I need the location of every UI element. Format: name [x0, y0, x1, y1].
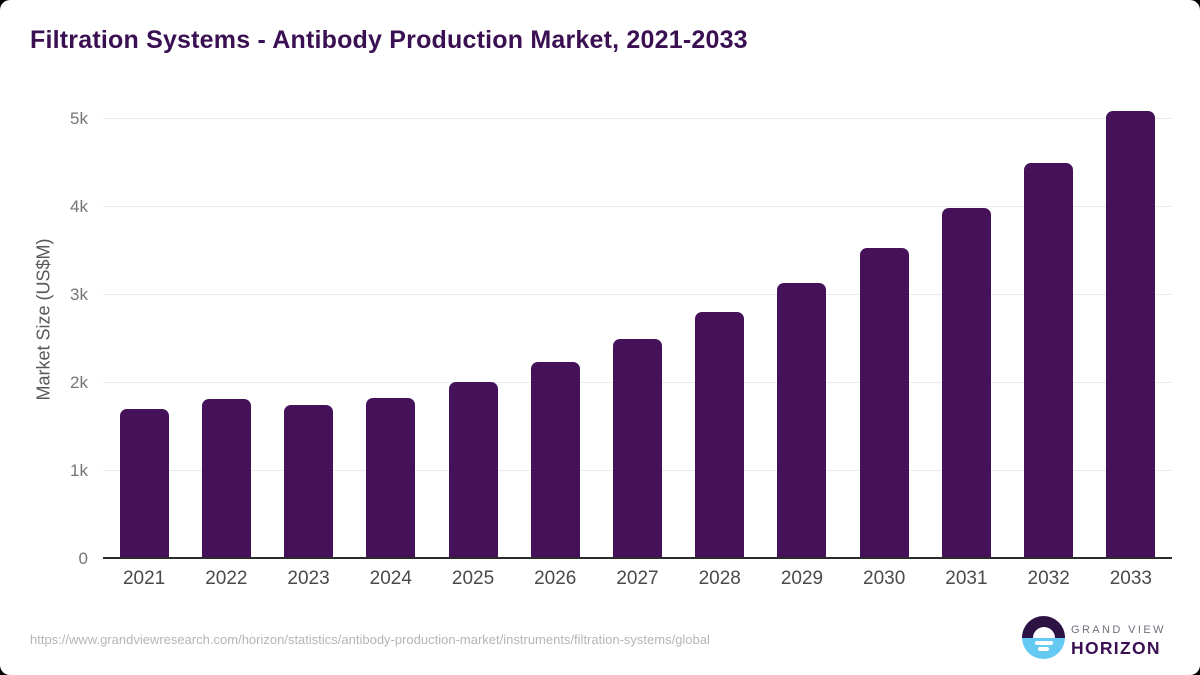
- logo-reflection-line: [1034, 641, 1053, 645]
- y-tick-label-1k: 1k: [70, 461, 88, 480]
- source-url: https://www.grandviewresearch.com/horizo…: [30, 632, 710, 647]
- bar-2024[interactable]: [366, 397, 416, 559]
- bar-2029[interactable]: [777, 282, 827, 559]
- logo-sun: [1032, 626, 1055, 638]
- y-tick-label-3k: 3k: [70, 285, 88, 304]
- bar-2031[interactable]: [941, 208, 991, 559]
- x-tick-label-2025: 2025: [451, 568, 495, 589]
- x-tick-label-2029: 2029: [780, 568, 824, 589]
- x-tick-label-2021: 2021: [122, 568, 166, 589]
- brand-name-top: GRAND VIEW: [1071, 624, 1166, 636]
- gridline-5k: [103, 118, 1172, 119]
- logo-reflection-line: [1038, 647, 1049, 651]
- sunrise-horizon-icon: [1022, 616, 1065, 659]
- x-tick-label-2028: 2028: [698, 568, 741, 589]
- bar-2022[interactable]: [201, 398, 251, 559]
- x-tick-label-2026: 2026: [534, 568, 577, 589]
- gridline-4k: [103, 206, 1172, 207]
- y-tick-labels: 0 1k 2k 3k 4k 5k: [0, 0, 88, 675]
- y-tick-label-2k: 2k: [70, 373, 88, 392]
- x-axis-line: [103, 557, 1172, 559]
- x-tick-label-2022: 2022: [205, 568, 248, 589]
- x-tick-label-2033: 2033: [1109, 568, 1153, 589]
- x-tick-label-2031: 2031: [945, 568, 988, 589]
- bar-2023[interactable]: [284, 405, 334, 559]
- bar-2021[interactable]: [119, 408, 169, 559]
- x-tick-label-2023: 2023: [287, 568, 330, 589]
- x-tick-label-2024: 2024: [369, 568, 412, 589]
- bar-2027[interactable]: [613, 339, 662, 559]
- x-tick-label-2027: 2027: [616, 568, 659, 589]
- bar-2030[interactable]: [859, 248, 909, 559]
- brand-text: GRAND VIEW HORIZON: [1071, 624, 1166, 659]
- x-tick-label-2032: 2032: [1027, 568, 1070, 589]
- plot-area: [103, 103, 1172, 559]
- x-tick-labels: 2021 2022 2023 2024 2025 2026 2027 2028 2029 2030…: [103, 568, 1172, 594]
- y-tick-label-5k: 5k: [70, 109, 88, 128]
- chart-title: Filtration Systems - Antibody Production…: [30, 26, 748, 54]
- y-tick-label-0: 0: [78, 549, 88, 568]
- x-tick-label-2030: 2030: [863, 568, 906, 589]
- brand-logo: GRAND VIEW HORIZON: [1022, 616, 1172, 660]
- bar-2025[interactable]: [448, 382, 498, 559]
- y-tick-label-4k: 4k: [70, 197, 88, 216]
- bar-2028[interactable]: [695, 312, 745, 559]
- bar-2032[interactable]: [1024, 162, 1074, 559]
- bar-2033[interactable]: [1106, 111, 1156, 559]
- bar-2026[interactable]: [530, 361, 580, 559]
- brand-name-bottom: HORIZON: [1071, 638, 1161, 658]
- gridline-3k: [103, 294, 1172, 295]
